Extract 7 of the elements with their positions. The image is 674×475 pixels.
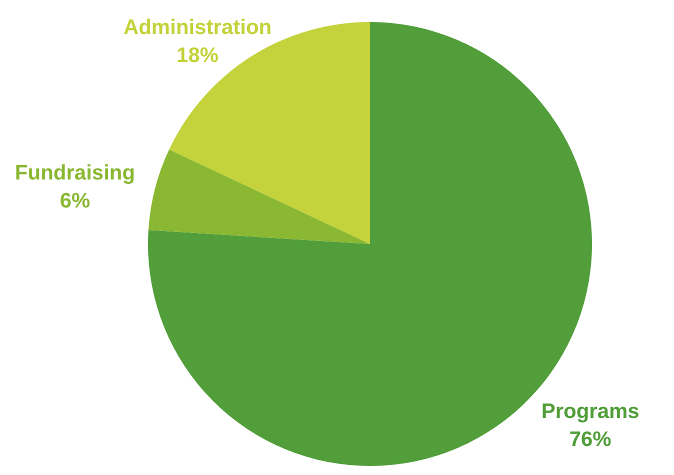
data-label: 76% <box>569 428 612 452</box>
data-label: 6% <box>60 189 90 212</box>
data-label: 18% <box>176 44 219 67</box>
slice-label: Fundraising <box>14 161 136 184</box>
slice-label: Programs <box>541 400 640 424</box>
slice-label: Administration <box>123 16 272 39</box>
pie-slice <box>148 149 370 244</box>
